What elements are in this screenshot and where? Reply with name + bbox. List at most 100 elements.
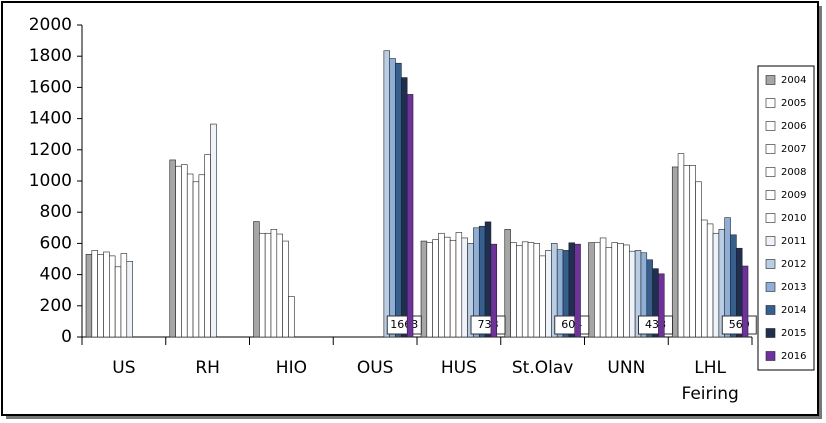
legend-label: 2015: [781, 328, 806, 339]
bar: [432, 239, 439, 338]
bar: [689, 165, 696, 338]
bar: [438, 232, 445, 338]
bar: [288, 296, 295, 338]
bar: [461, 237, 468, 338]
legend-label: 2013: [781, 282, 806, 293]
legend-swatch: [765, 305, 776, 315]
legend-label: 2007: [781, 144, 806, 155]
legend-swatch: [765, 213, 776, 223]
bar: [126, 261, 133, 338]
bar: [605, 247, 613, 338]
legend-label: 2005: [781, 98, 806, 109]
legend-label: 2014: [781, 305, 806, 316]
legend-swatch: [765, 167, 776, 177]
legend-swatch: [765, 144, 776, 154]
bar: [594, 242, 601, 338]
bar: [455, 232, 463, 338]
bar: [671, 166, 679, 338]
legend-swatch: [765, 282, 776, 292]
bar: [658, 273, 665, 338]
legend-swatch: [765, 351, 776, 361]
legend-label: 2011: [781, 236, 806, 247]
bar: [175, 165, 182, 338]
bar: [611, 242, 618, 338]
bar: [420, 240, 428, 338]
y-tick-label: 1600: [29, 77, 72, 97]
legend-swatch: [765, 190, 776, 200]
legend-swatch: [765, 236, 776, 246]
bar: [426, 242, 433, 338]
x-tick-label: LHL Feiring: [681, 358, 738, 404]
bar: [276, 233, 283, 338]
bar: [401, 77, 408, 338]
bar: [533, 243, 541, 338]
bar: [516, 245, 523, 338]
y-tick-label: 0: [61, 327, 72, 347]
y-tick-label: 800: [40, 202, 72, 222]
bar: [712, 232, 720, 338]
x-tick-label: St.Olav: [512, 358, 573, 378]
bar: [623, 244, 630, 338]
bar: [181, 164, 188, 338]
bar: [383, 50, 390, 338]
bar: [282, 240, 289, 338]
x-tick-label: US: [112, 358, 135, 378]
legend-label: 2008: [781, 167, 806, 178]
legend-swatch: [765, 328, 776, 338]
bar: [599, 237, 607, 338]
bar: [103, 251, 110, 338]
y-tick-label: 400: [40, 265, 72, 285]
y-tick-label: 200: [40, 296, 72, 316]
legend-label: 2009: [781, 190, 806, 201]
bar: [521, 241, 529, 338]
bar: [395, 62, 402, 338]
bar: [259, 232, 266, 338]
bar: [490, 243, 498, 338]
x-tick-label: HIO: [276, 358, 307, 378]
y-tick-label: 1200: [29, 140, 72, 160]
bar: [120, 253, 128, 338]
y-tick-label: 2000: [29, 15, 72, 35]
legend-label: 2004: [781, 75, 806, 86]
bar: [545, 250, 552, 338]
data-label: 1663: [390, 318, 418, 331]
bar: [204, 154, 211, 338]
bar: [186, 173, 194, 338]
x-tick-label: HUS: [441, 358, 477, 378]
legend-swatch: [765, 98, 776, 108]
y-tick-label: 1800: [29, 46, 72, 66]
legend-swatch: [765, 259, 776, 269]
bar: [449, 239, 457, 338]
bar: [574, 243, 581, 338]
legend-swatch: [765, 121, 776, 131]
bar: [97, 254, 104, 338]
bar: [677, 153, 685, 338]
bar: [701, 219, 708, 338]
y-tick-label: 600: [40, 233, 72, 253]
bar: [406, 94, 414, 338]
legend-label: 2016: [781, 351, 806, 362]
legend-label: 2012: [781, 259, 806, 270]
x-tick-label: OUS: [357, 358, 394, 378]
bar: [741, 265, 749, 338]
bar: [617, 243, 624, 338]
bar: [198, 174, 206, 338]
y-tick-label: 1000: [29, 171, 72, 191]
bar: [588, 242, 595, 338]
bar: [527, 242, 535, 338]
legend-label: 2010: [781, 213, 806, 224]
bar: [683, 165, 691, 338]
bar: [504, 229, 511, 338]
x-tick-label: UNN: [607, 358, 645, 378]
legend-swatch: [765, 75, 776, 85]
bar: [510, 242, 517, 338]
x-tick-label: RH: [195, 358, 220, 378]
bar: [695, 181, 702, 338]
y-tick-label: 1400: [29, 109, 72, 129]
bar: [210, 123, 217, 338]
bar: [192, 181, 200, 338]
bar: [628, 250, 636, 338]
bar: [114, 266, 122, 338]
bar: [389, 58, 396, 338]
